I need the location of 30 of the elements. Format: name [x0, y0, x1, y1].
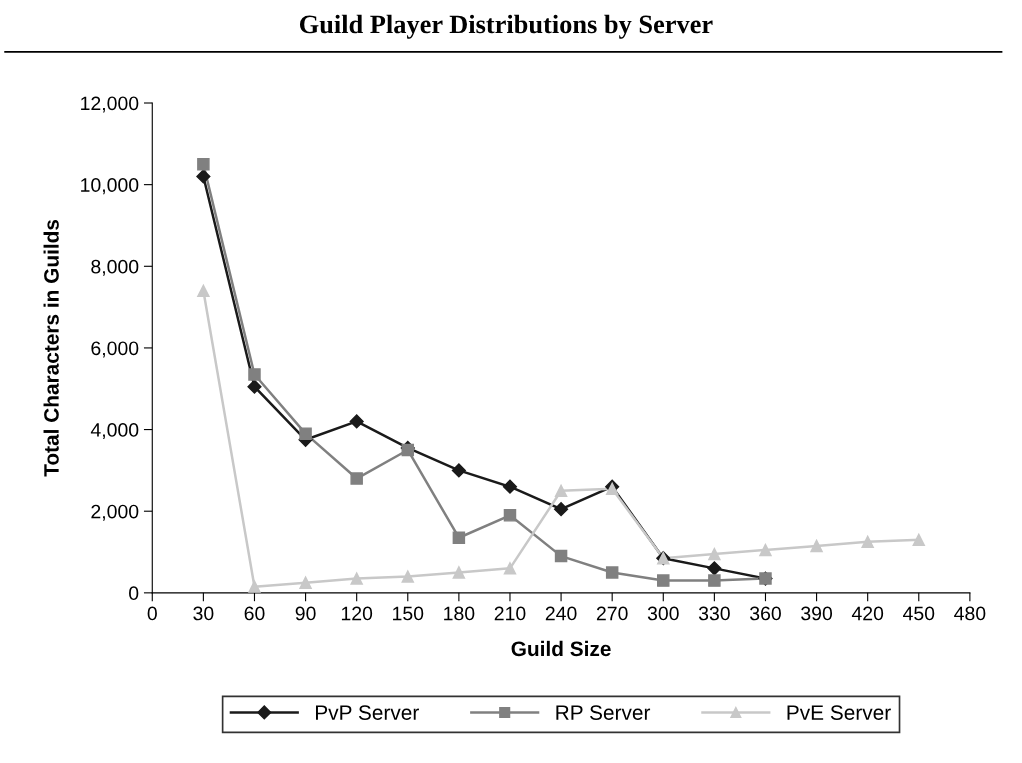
x-tick-label: 90 — [295, 606, 316, 621]
x-tick-label: 180 — [444, 606, 475, 621]
x-tick-label: 330 — [698, 606, 730, 621]
x-tick-label: 480 — [954, 606, 986, 621]
y-tick-label: 12,000 — [81, 96, 139, 113]
x-tick-label: 120 — [341, 606, 373, 621]
x-tick-label: 150 — [393, 606, 424, 621]
legend-label: PvE Server — [787, 705, 891, 720]
x-tick-label: 240 — [545, 606, 577, 621]
x-tick-label: 30 — [193, 606, 214, 621]
x-tick-label: 0 — [147, 606, 157, 621]
x-tick-label: 270 — [596, 606, 628, 621]
x-tick-label: 210 — [494, 606, 526, 621]
y-tick-label: 2,000 — [91, 504, 139, 521]
y-tick-label: 0 — [129, 586, 139, 601]
chart-title: Guild Player Distributions by Server — [299, 14, 713, 39]
x-tick-label: 60 — [244, 606, 265, 621]
y-tick-label: 10,000 — [81, 178, 139, 195]
x-tick-label: 300 — [647, 606, 679, 621]
legend-label: PvP Server — [316, 705, 419, 720]
x-tick-label: 420 — [851, 606, 884, 621]
x-tick-label: 450 — [903, 606, 935, 621]
y-tick-label: 6,000 — [91, 341, 139, 358]
y-axis-title: Total Characters in Guilds — [43, 219, 59, 477]
legend-label: RP Server — [556, 705, 651, 720]
y-tick-label: 8,000 — [91, 259, 139, 276]
x-tick-label: 390 — [801, 606, 833, 621]
x-tick-label: 360 — [750, 606, 781, 621]
y-tick-label: 4,000 — [90, 423, 139, 440]
x-axis-title: Guild Size — [511, 640, 611, 657]
